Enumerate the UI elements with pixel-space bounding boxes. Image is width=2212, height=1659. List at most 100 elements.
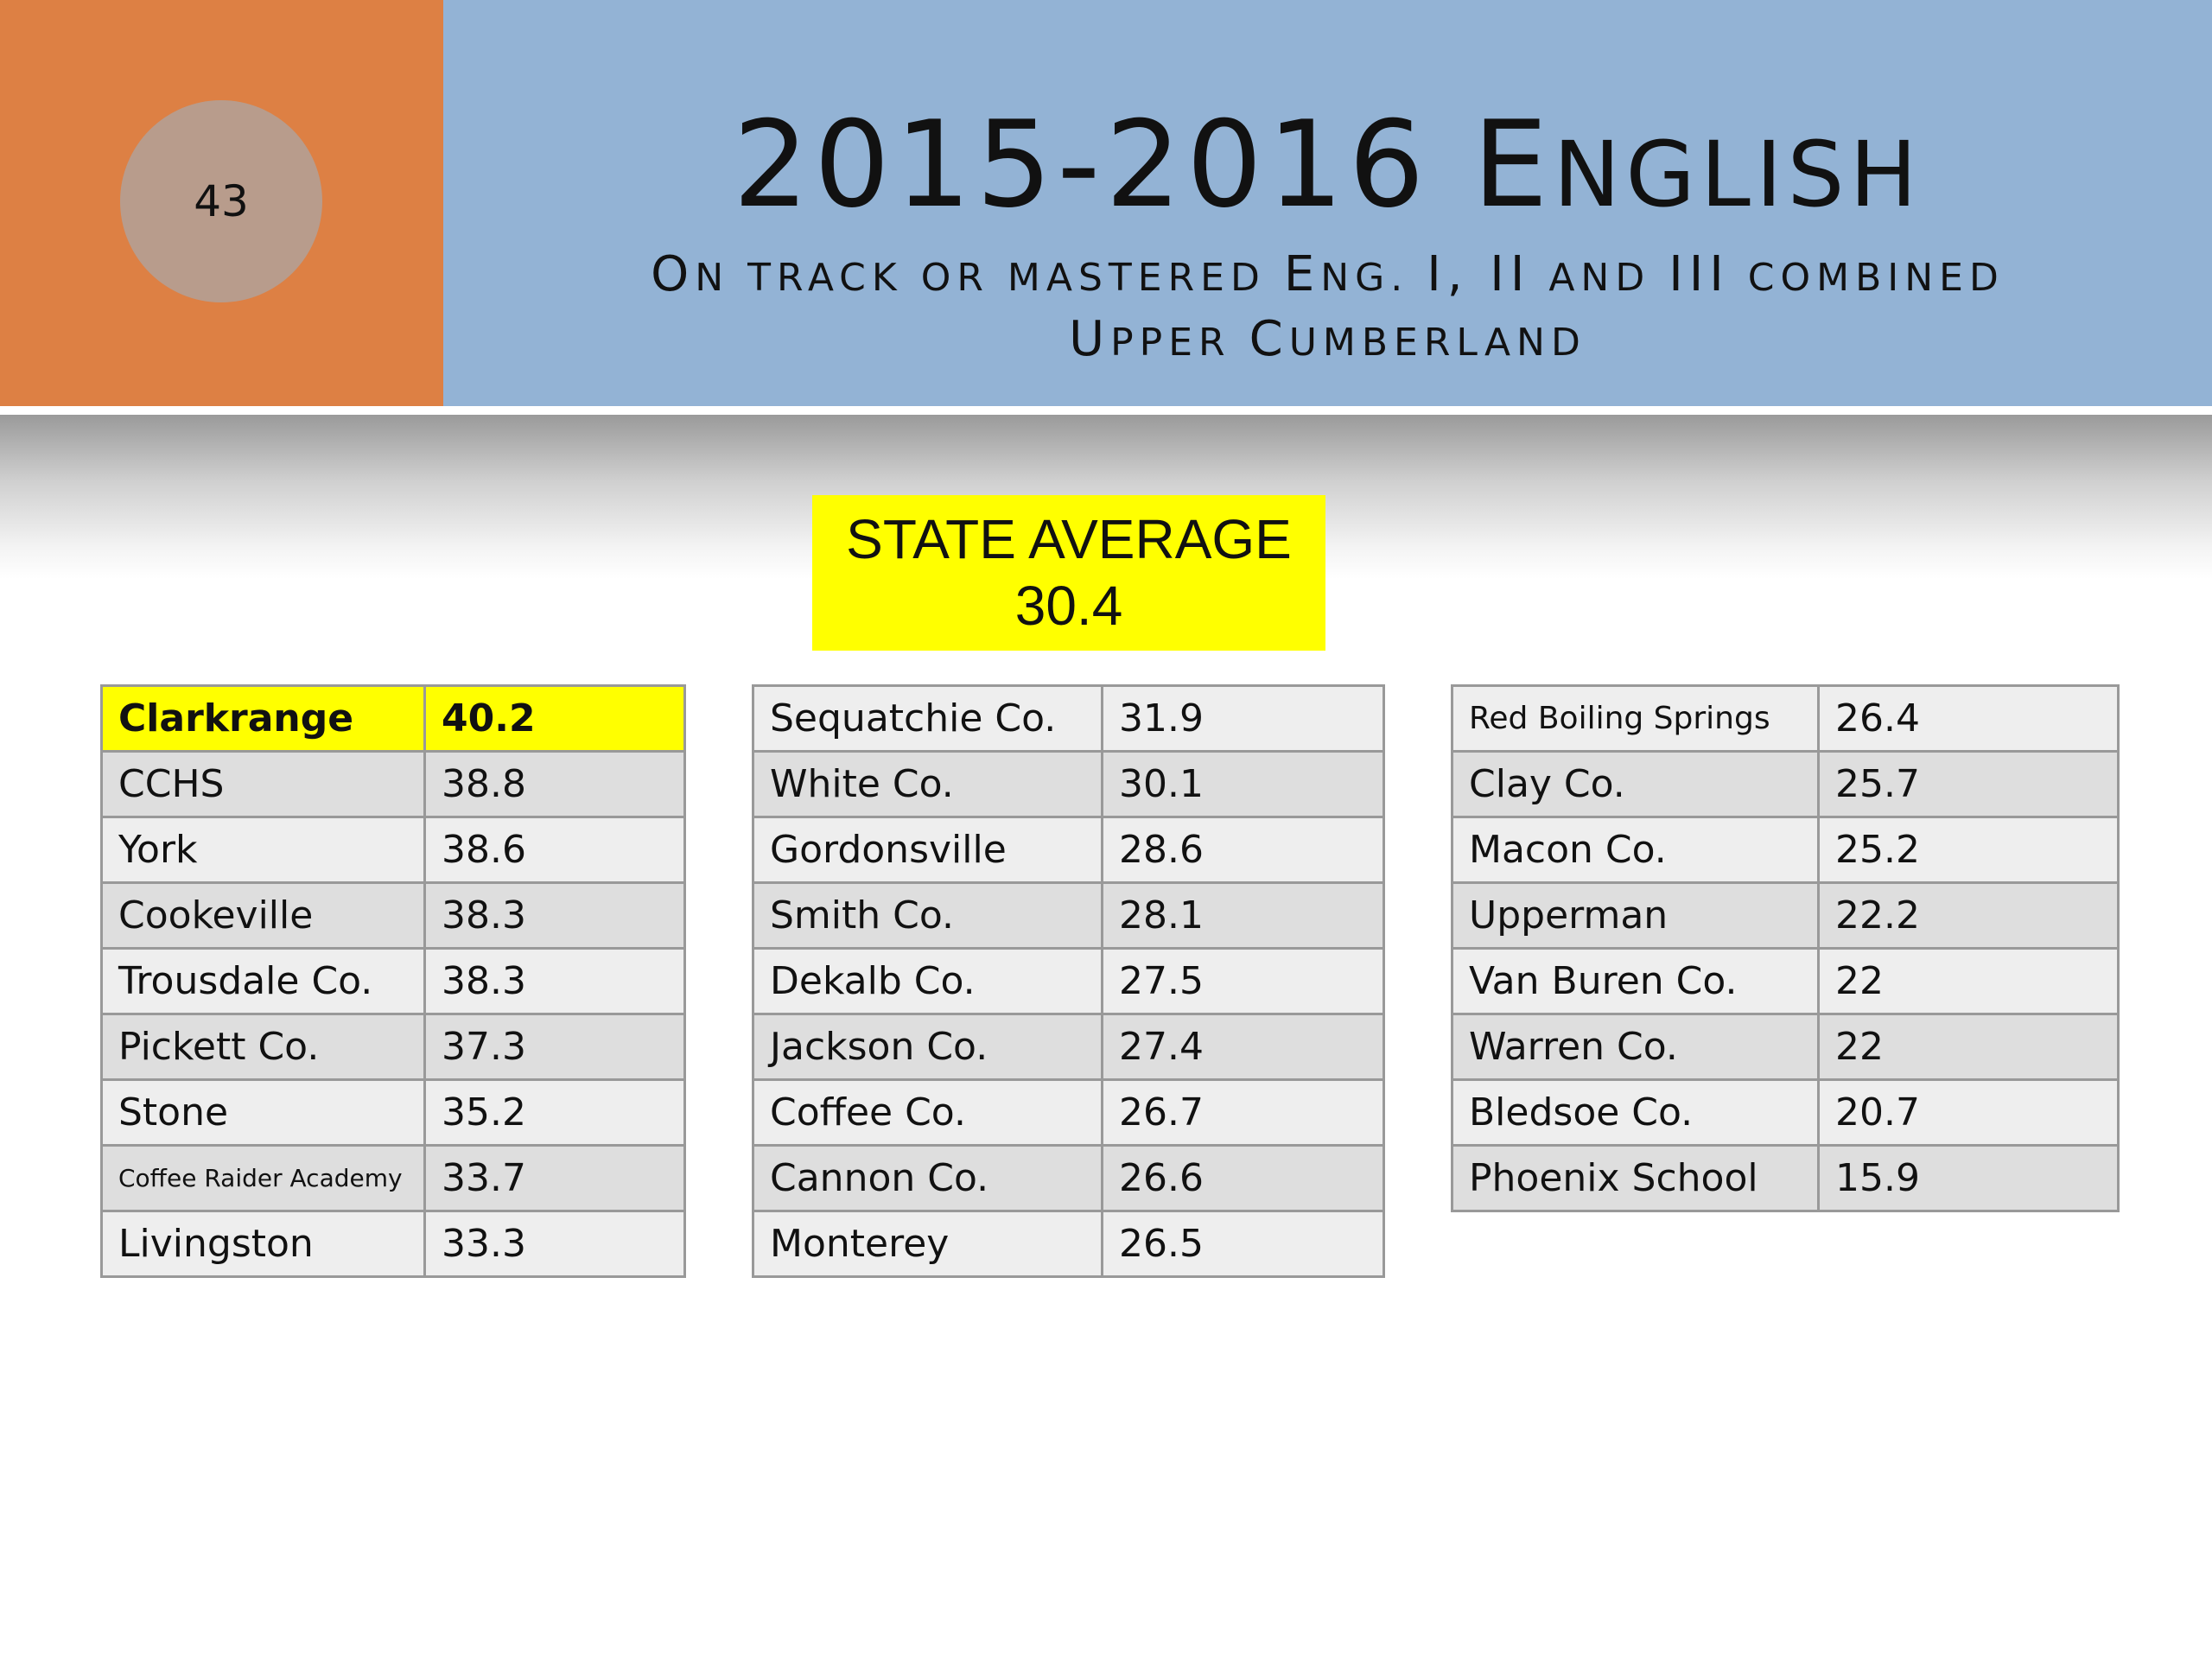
table-row: White Co. 30.1 [752,750,1385,818]
school-name-cell: Van Buren Co. [1451,947,1820,1015]
school-name-cell: Trousdale Co. [100,947,426,1015]
table-row: Smith Co. 28.1 [752,881,1385,950]
subtitle-segment: E [1283,246,1321,302]
school-name-cell: Gordonsville [752,816,1103,884]
header-divider [0,406,2212,415]
table-row: Van Buren Co. 22 [1451,947,2120,1015]
score-cell: 22.2 [1817,881,2120,950]
table-row: Stone 35.2 [100,1078,686,1147]
table-row: Macon Co. 25.2 [1451,816,2120,884]
score-cell: 38.8 [423,750,686,818]
school-name-cell: Smith Co. [752,881,1103,950]
results-table-3: Red Boiling Springs 26.4 Clay Co. 25.7 Macon… [1451,684,2120,1212]
title-rest: NGLISH [1553,122,1923,227]
score-cell: 20.7 [1817,1078,2120,1147]
school-name-cell: Warren Co. [1451,1013,1820,1081]
state-average-label: STATE AVERAGE [846,508,1292,571]
table-row: Trousdale Co. 38.3 [100,947,686,1015]
subtitle-line-2: UPPER CUMBERLAND [443,315,2212,364]
table-row: Upperman 22.2 [1451,881,2120,950]
school-name-cell: Sequatchie Co. [752,684,1103,753]
score-cell: 22 [1817,1013,2120,1081]
table-row: Cookeville 38.3 [100,881,686,950]
table-row: York 38.6 [100,816,686,884]
school-name-cell: Macon Co. [1451,816,1820,884]
score-cell: 38.3 [423,947,686,1015]
subtitle-segment: I, II [1427,246,1531,302]
score-cell: 22 [1817,947,2120,1015]
score-cell: 33.7 [423,1144,686,1212]
school-name-cell: Clarkrange [100,684,426,753]
score-cell: 40.2 [423,684,686,753]
school-name-cell: Cookeville [100,881,426,950]
table-row: Coffee Raider Academy 33.7 [100,1144,686,1212]
table-row: Red Boiling Springs 26.4 [1451,684,2120,753]
score-cell: 30.1 [1101,750,1385,818]
slide-title: 2015-2016 ENGLISH [443,99,2212,231]
school-name-cell: Bledsoe Co. [1451,1078,1820,1147]
subtitle-segment: III [1669,246,1730,302]
title-main: 2015-2016 E [733,95,1554,234]
subtitle-segment: N TRACK OR MASTERED [695,256,1284,300]
subtitle-segment: PPER [1110,321,1249,365]
score-cell: 26.4 [1817,684,2120,753]
school-name-cell: Monterey [752,1210,1103,1278]
school-name-cell: Stone [100,1078,426,1147]
subtitle-segment: O [651,246,696,302]
table-row: Clay Co. 25.7 [1451,750,2120,818]
table-row: Pickett Co. 37.3 [100,1013,686,1081]
school-name-cell: Livingston [100,1210,426,1278]
score-cell: 25.2 [1817,816,2120,884]
state-average-value: 30.4 [1014,575,1123,637]
subtitle-segment: NG. [1320,256,1427,300]
table-row: Dekalb Co. 27.5 [752,947,1385,1015]
school-name-cell: Jackson Co. [752,1013,1103,1081]
subtitle-line-1: ON TRACK OR MASTERED ENG. I, II AND III … [443,251,2212,299]
school-name-cell: Coffee Co. [752,1078,1103,1147]
table-row: Clarkrange 40.2 [100,684,686,753]
score-cell: 38.6 [423,816,686,884]
table-row: Jackson Co. 27.4 [752,1013,1385,1081]
school-name-cell: York [100,816,426,884]
score-cell: 26.6 [1101,1144,1385,1212]
results-table-1: Clarkrange 40.2 CCHS 38.8 York 38.6 Cookeville… [100,684,686,1278]
table-row: Livingston 33.3 [100,1210,686,1278]
score-cell: 26.5 [1101,1210,1385,1278]
score-cell: 33.3 [423,1210,686,1278]
score-cell: 27.5 [1101,947,1385,1015]
school-name-cell: CCHS [100,750,426,818]
table-row: Cannon Co. 26.6 [752,1144,1385,1212]
school-name-cell: Coffee Raider Academy [100,1144,426,1212]
score-cell: 37.3 [423,1013,686,1081]
school-name-cell: White Co. [752,750,1103,818]
school-name-cell: Red Boiling Springs [1451,684,1820,753]
school-name-cell: Upperman [1451,881,1820,950]
subtitle-segment: UMBERLAND [1288,321,1586,365]
score-cell: 25.7 [1817,750,2120,818]
state-average-box: STATE AVERAGE 30.4 [812,495,1325,651]
score-cell: 38.3 [423,881,686,950]
score-cell: 28.1 [1101,881,1385,950]
table-row: Coffee Co. 26.7 [752,1078,1385,1147]
school-name-cell: Dekalb Co. [752,947,1103,1015]
score-cell: 26.7 [1101,1078,1385,1147]
table-row: Sequatchie Co. 31.9 [752,684,1385,753]
score-cell: 27.4 [1101,1013,1385,1081]
subtitle-segment: C [1249,311,1289,367]
table-row: Warren Co. 22 [1451,1013,2120,1081]
score-cell: 28.6 [1101,816,1385,884]
table-row: CCHS 38.8 [100,750,686,818]
results-table-2: Sequatchie Co. 31.9 White Co. 30.1 Gordonsvi… [752,684,1385,1278]
subtitle-segment: U [1069,311,1111,367]
score-cell: 35.2 [423,1078,686,1147]
score-cell: 15.9 [1817,1144,2120,1212]
blue-header-panel [443,0,2212,406]
school-name-cell: Clay Co. [1451,750,1820,818]
subtitle-segment: AND [1530,256,1669,300]
score-cell: 31.9 [1101,684,1385,753]
school-name-cell: Phoenix School [1451,1144,1820,1212]
table-row: Monterey 26.5 [752,1210,1385,1278]
table-row: Gordonsville 28.6 [752,816,1385,884]
school-name-cell: Pickett Co. [100,1013,426,1081]
school-name-cell: Cannon Co. [752,1144,1103,1212]
